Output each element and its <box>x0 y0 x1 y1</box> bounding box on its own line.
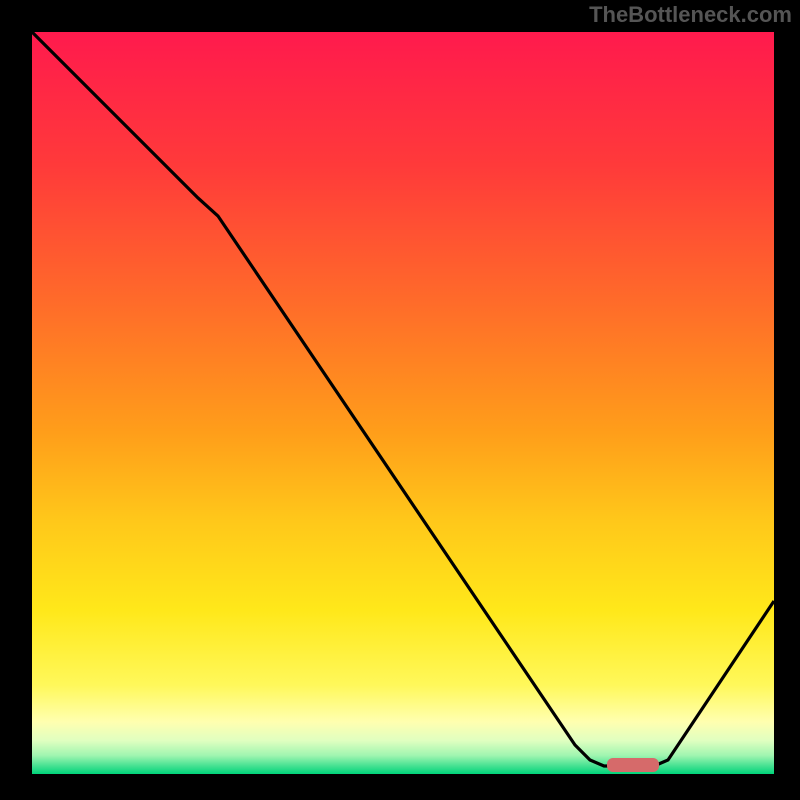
plot-svg <box>0 0 800 800</box>
watermark-text: TheBottleneck.com <box>589 2 792 28</box>
recommended-range-marker <box>607 758 659 772</box>
chart-container: TheBottleneck.com <box>0 0 800 800</box>
